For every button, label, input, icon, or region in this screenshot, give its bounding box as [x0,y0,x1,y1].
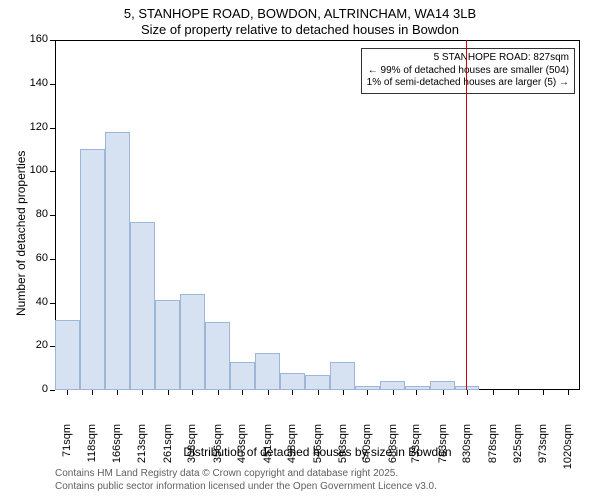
x-tick-mark [67,390,68,395]
x-tick-mark [292,390,293,395]
y-tick-mark [50,303,55,304]
x-tick-label: 261sqm [162,424,174,474]
histogram-bar [55,320,80,390]
x-tick-mark [443,390,444,395]
chart-title-main: 5, STANHOPE ROAD, BOWDON, ALTRINCHAM, WA… [0,6,600,21]
y-tick-label: 0 [20,383,48,395]
x-tick-label: 213sqm [136,424,148,474]
annotation-line-1: 5 STANHOPE ROAD: 827sqm [367,52,569,65]
x-tick-label: 118sqm [86,424,98,474]
x-tick-mark [117,390,118,395]
x-tick-mark [318,390,319,395]
histogram-bar [205,322,230,390]
x-tick-mark [416,390,417,395]
footer-line-2: Contains public sector information licen… [55,481,437,494]
y-tick-mark [50,390,55,391]
x-tick-mark [543,390,544,395]
chart-title-sub: Size of property relative to detached ho… [0,22,600,37]
x-tick-mark [142,390,143,395]
annotation-line-2: ← 99% of detached houses are smaller (50… [367,65,569,78]
reference-line [466,40,467,390]
x-tick-label: 308sqm [186,424,198,474]
x-tick-label: 783sqm [437,424,449,474]
histogram-bar [130,222,155,390]
x-tick-label: 593sqm [337,424,349,474]
histogram-bar [105,132,130,390]
y-tick-mark [50,215,55,216]
histogram-bar [380,381,405,390]
x-tick-label: 498sqm [286,424,298,474]
x-tick-mark [268,390,269,395]
y-tick-mark [50,40,55,41]
x-tick-mark [343,390,344,395]
y-tick-mark [50,259,55,260]
x-tick-mark [192,390,193,395]
x-tick-label: 688sqm [387,424,399,474]
y-tick-label: 40 [20,296,48,308]
histogram-bar [280,373,305,391]
y-tick-label: 80 [20,208,48,220]
chart-container: { "title_main": "5, STANHOPE ROAD, BOWDO… [0,0,600,500]
x-tick-label: 166sqm [111,424,123,474]
x-tick-mark [393,390,394,395]
x-tick-label: 925sqm [512,424,524,474]
x-tick-mark [168,390,169,395]
x-tick-label: 403sqm [236,424,248,474]
y-tick-mark [50,171,55,172]
x-tick-label: 733sqm [410,424,422,474]
y-tick-label: 140 [20,77,48,89]
y-tick-label: 20 [20,339,48,351]
annotation-line-3: 1% of semi-detached houses are larger (5… [367,77,569,90]
histogram-bar [305,375,330,390]
histogram-bar [180,294,205,390]
x-tick-mark [493,390,494,395]
x-tick-label: 878sqm [487,424,499,474]
x-tick-label: 973sqm [537,424,549,474]
x-tick-label: 640sqm [361,424,373,474]
x-tick-label: 356sqm [212,424,224,474]
x-tick-label: 830sqm [461,424,473,474]
histogram-bar [80,149,105,390]
x-tick-label: 451sqm [262,424,274,474]
y-tick-label: 60 [20,252,48,264]
histogram-bar [405,386,430,390]
x-tick-mark [467,390,468,395]
x-tick-label: 71sqm [61,424,73,474]
y-tick-mark [50,128,55,129]
x-tick-label: 546sqm [312,424,324,474]
x-tick-mark [92,390,93,395]
histogram-bar [355,386,380,390]
histogram-bar [155,300,180,390]
histogram-bar [430,381,455,390]
y-tick-mark [50,84,55,85]
x-tick-label: 1020sqm [562,424,574,474]
y-tick-label: 160 [20,33,48,45]
annotation-box: 5 STANHOPE ROAD: 827sqm ← 99% of detache… [361,48,575,94]
x-tick-mark [568,390,569,395]
x-tick-mark [242,390,243,395]
histogram-bar [230,362,255,390]
x-tick-mark [218,390,219,395]
x-tick-mark [518,390,519,395]
histogram-bar [255,353,280,390]
histogram-bar [455,386,479,390]
histogram-bar [330,362,355,390]
x-tick-mark [367,390,368,395]
y-tick-label: 100 [20,164,48,176]
y-tick-label: 120 [20,121,48,133]
